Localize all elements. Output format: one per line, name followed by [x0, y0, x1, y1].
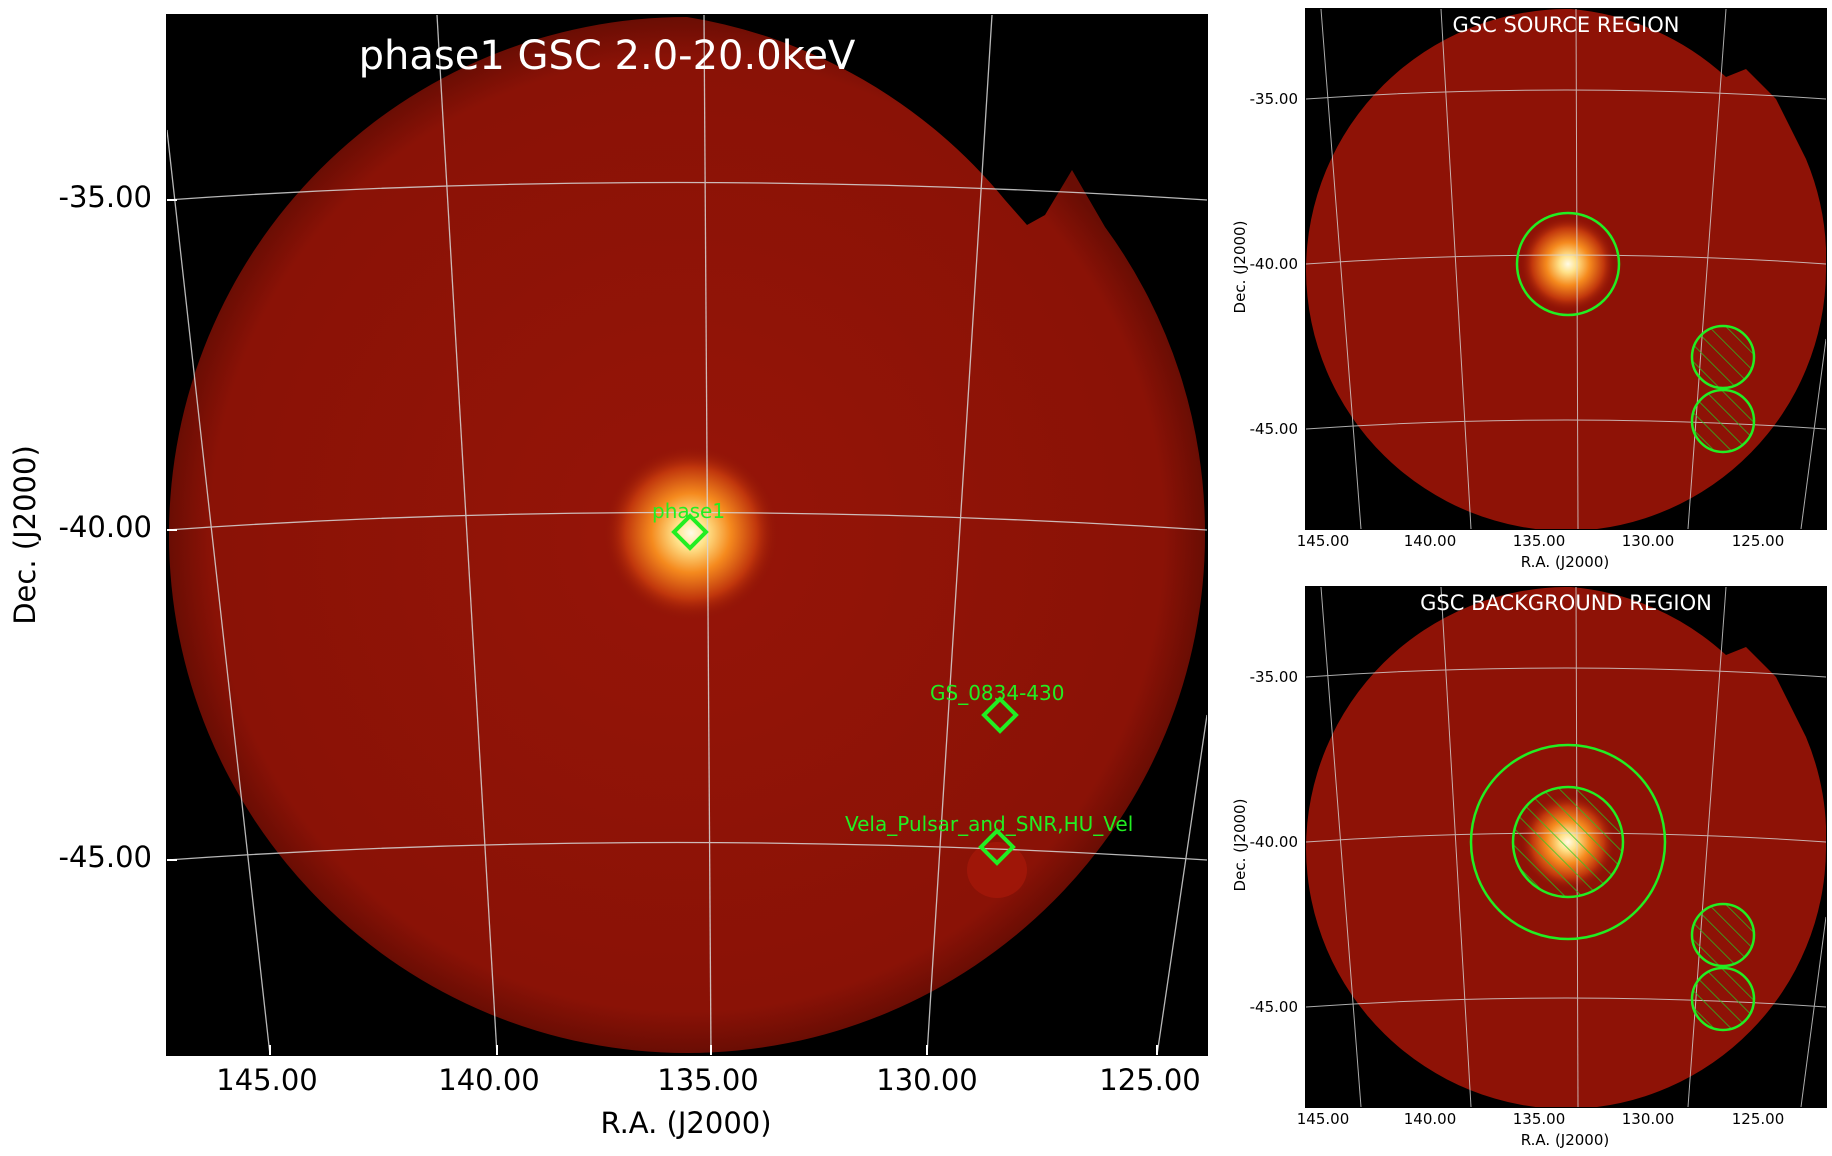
background-annulus-outer	[1469, 743, 1667, 941]
source-ytick: -45.00	[1249, 420, 1298, 438]
main-ytick: -45.00	[58, 840, 153, 874]
source-region-image	[1306, 9, 1826, 529]
background-region-panel: GSC BACKGROUND REGION	[1305, 586, 1827, 1108]
main-ylabel: Dec. (J2000)	[8, 445, 42, 625]
excluded-region-1	[1690, 902, 1756, 968]
main-ytick: -35.00	[58, 180, 153, 214]
background-xtick: 125.00	[1731, 1110, 1785, 1128]
background-ylabel: Dec. (J2000)	[1231, 798, 1249, 892]
gs-0834-430-marker	[981, 696, 1019, 734]
main-xtick: 145.00	[216, 1063, 318, 1097]
source-region-panel: GSC SOURCE REGION	[1305, 8, 1827, 530]
background-xtick: 135.00	[1512, 1110, 1566, 1128]
background-ytick: -35.00	[1249, 668, 1298, 686]
background-panel-title: GSC BACKGROUND REGION	[1420, 591, 1712, 615]
main-xtick: 140.00	[438, 1063, 540, 1097]
source-region-circle	[1515, 211, 1621, 317]
bright-source	[603, 445, 779, 621]
coordinate-grid	[167, 15, 1207, 1055]
source-xtick: 140.00	[1403, 532, 1457, 550]
source-panel-title: GSC SOURCE REGION	[1452, 13, 1680, 37]
source-ytick: -40.00	[1249, 255, 1298, 273]
excluded-region-2	[1690, 388, 1756, 454]
source-xtick: 145.00	[1296, 532, 1350, 550]
excluded-region-1	[1690, 324, 1756, 390]
source-label-gs-0834-430: GS_0834-430	[930, 681, 1065, 705]
background-xtick: 130.00	[1621, 1110, 1675, 1128]
source-xlabel: R.A. (J2000)	[1520, 553, 1610, 571]
background-region-image	[1306, 587, 1826, 1107]
source-label-vela-pulsar: Vela_Pulsar_and_SNR,HU_Vel	[845, 812, 1134, 836]
background-ytick: -45.00	[1249, 998, 1298, 1016]
main-xtick: 135.00	[657, 1063, 759, 1097]
vela-pulsar-marker	[978, 828, 1016, 866]
source-xtick: 125.00	[1731, 532, 1785, 550]
main-title: phase1 GSC 2.0-20.0keV	[358, 33, 856, 79]
background-xtick: 145.00	[1296, 1110, 1350, 1128]
excluded-region-2	[1690, 966, 1756, 1032]
phase1-marker	[671, 513, 709, 551]
main-xtick: 130.00	[876, 1063, 978, 1097]
main-sky-image	[167, 15, 1207, 1055]
source-label-phase1: phase1	[652, 499, 726, 523]
source-ytick: -35.00	[1249, 90, 1298, 108]
background-xtick: 140.00	[1403, 1110, 1457, 1128]
main-ytick: -40.00	[58, 510, 153, 544]
source-xtick: 135.00	[1512, 532, 1566, 550]
background-xlabel: R.A. (J2000)	[1520, 1131, 1610, 1149]
background-excluded-center	[1511, 785, 1625, 899]
main-xlabel: R.A. (J2000)	[600, 1106, 772, 1140]
source-ylabel: Dec. (J2000)	[1231, 220, 1249, 314]
source-xtick: 130.00	[1621, 532, 1675, 550]
background-ytick: -40.00	[1249, 833, 1298, 851]
main-xtick: 125.00	[1099, 1063, 1201, 1097]
main-image-panel: phase1 GSC 2.0-20.0keV phase1 GS_0834-43…	[166, 14, 1208, 1056]
